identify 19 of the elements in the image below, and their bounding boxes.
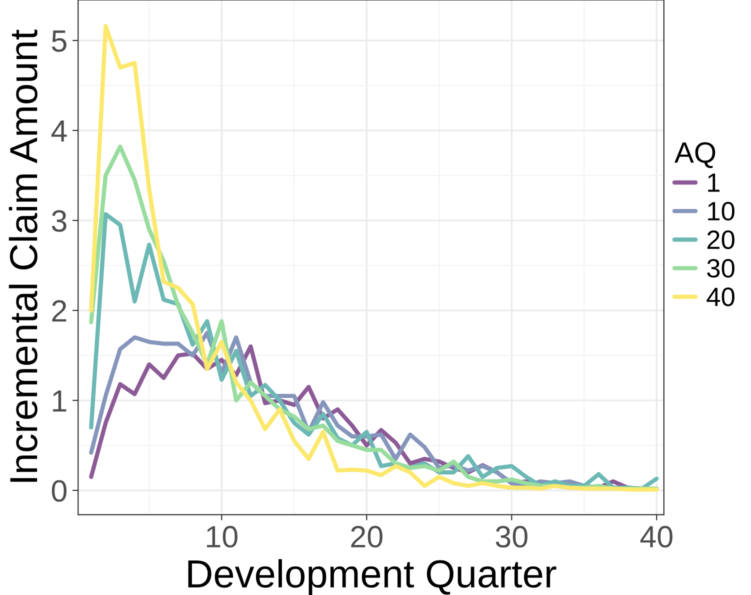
line-series: [89, 24, 659, 492]
x-tick-label: 20: [351, 526, 382, 548]
legend-label: 1: [708, 174, 720, 192]
x-tick-label: 40: [640, 526, 672, 548]
legend-label: 20: [707, 230, 734, 250]
y-tick-label: 3: [52, 210, 66, 232]
y-tick-label: 1: [53, 390, 66, 412]
x-axis-title: Development Quarter: [188, 559, 556, 595]
y-axis-title: Incremental Claim Amount: [8, 30, 38, 482]
y-tick-label: 0: [52, 480, 66, 502]
legend-label: 30: [707, 258, 734, 278]
y-tick-label: 5: [52, 30, 66, 52]
y-tick-label: 2: [52, 300, 66, 322]
x-tick-label: 10: [206, 526, 238, 548]
legend-title: AQ: [674, 142, 716, 168]
x-tick-label: 30: [496, 526, 528, 548]
legend-label: 10: [708, 202, 734, 221]
legend-label: 40: [706, 288, 734, 306]
y-tick-label: 4: [51, 120, 67, 142]
